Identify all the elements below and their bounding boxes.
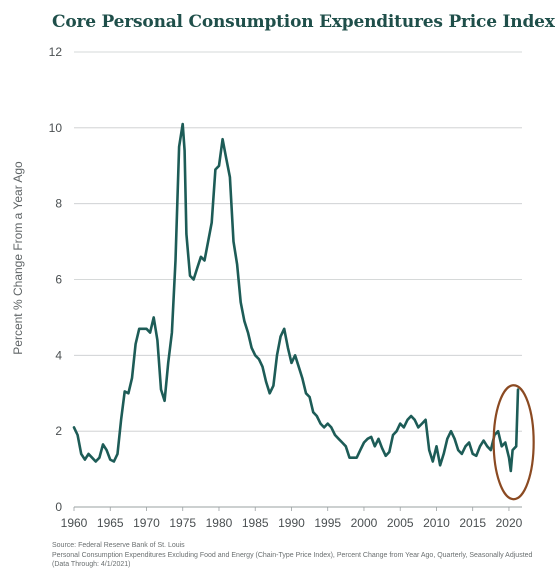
x-tick-label: 2020 — [496, 516, 523, 530]
y-tick-label: 4 — [55, 348, 62, 362]
chart-title: Core Personal Consumption Expenditures P… — [52, 12, 555, 32]
highlight-circle — [492, 384, 535, 501]
y-tick-label: 2 — [55, 424, 62, 438]
x-tick-label: 2010 — [423, 516, 450, 530]
source-note: Source: Federal Reserve Bank of St. Loui… — [52, 542, 185, 549]
x-tick-label: 2005 — [387, 516, 414, 530]
y-tick-label: 12 — [49, 45, 63, 59]
y-axis-label: Percent % Change From a Year Ago — [11, 161, 25, 355]
x-tick-label: 1965 — [97, 516, 124, 530]
series-description: Personal Consumption Expenditures Exclud… — [52, 551, 533, 569]
grid-lines — [74, 51, 522, 508]
x-tick-label: 1995 — [314, 516, 341, 530]
y-tick-label: 8 — [55, 197, 62, 211]
x-tick-label: 1960 — [61, 516, 88, 530]
x-tick-label: 2000 — [351, 516, 378, 530]
x-tick-label: 1975 — [169, 516, 196, 530]
x-tick-label: 1990 — [278, 516, 305, 530]
x-tick-label: 2015 — [459, 516, 486, 530]
x-tick-label: 1980 — [206, 516, 233, 530]
series-line-0 — [72, 122, 520, 473]
y-tick-label: 0 — [55, 500, 62, 514]
chart-footer: Source: Federal Reserve Bank of St. Loui… — [52, 541, 542, 570]
y-tick-label: 10 — [49, 121, 63, 135]
x-tick-label: 1970 — [133, 516, 160, 530]
y-tick-label: 6 — [55, 273, 62, 287]
x-tick-label: 1985 — [242, 516, 269, 530]
y-tick-labels: 0 2 4 6 8 10 12 — [49, 45, 63, 514]
data-series — [72, 122, 520, 473]
x-tick-labels: 1960 1965 1970 1975 1980 1985 1990 1995 2000 2005… — [61, 507, 523, 530]
